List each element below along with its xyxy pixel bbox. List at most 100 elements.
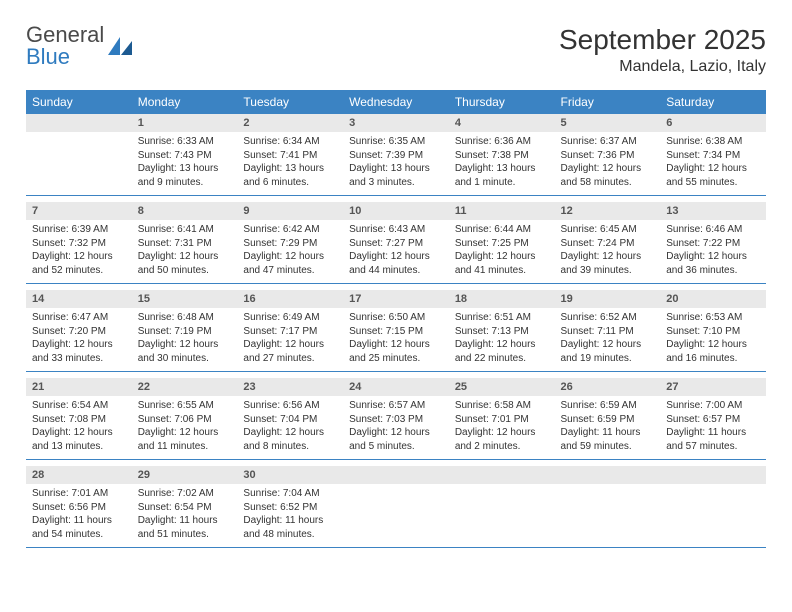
day-body: Sunrise: 6:44 AMSunset: 7:25 PMDaylight:… — [449, 220, 555, 283]
logo-text: General Blue — [26, 24, 104, 68]
day-number — [26, 114, 132, 132]
location: Mandela, Lazio, Italy — [559, 58, 766, 76]
day-number: 2 — [237, 114, 343, 132]
calendar-cell: 28Sunrise: 7:01 AMSunset: 6:56 PMDayligh… — [26, 466, 132, 548]
day-body: Sunrise: 6:36 AMSunset: 7:38 PMDaylight:… — [449, 132, 555, 195]
day-body: Sunrise: 6:50 AMSunset: 7:15 PMDaylight:… — [343, 308, 449, 371]
day-body — [343, 484, 449, 533]
calendar-row: 7Sunrise: 6:39 AMSunset: 7:32 PMDaylight… — [26, 202, 766, 284]
calendar-cell: 30Sunrise: 7:04 AMSunset: 6:52 PMDayligh… — [237, 466, 343, 548]
day-number: 5 — [555, 114, 661, 132]
day-number: 26 — [555, 378, 661, 396]
day-body: Sunrise: 6:47 AMSunset: 7:20 PMDaylight:… — [26, 308, 132, 371]
calendar-cell: 20Sunrise: 6:53 AMSunset: 7:10 PMDayligh… — [660, 290, 766, 372]
day-body: Sunrise: 6:43 AMSunset: 7:27 PMDaylight:… — [343, 220, 449, 283]
calendar-cell: 25Sunrise: 6:58 AMSunset: 7:01 PMDayligh… — [449, 378, 555, 460]
day-body: Sunrise: 6:54 AMSunset: 7:08 PMDaylight:… — [26, 396, 132, 459]
calendar-cell — [343, 466, 449, 548]
calendar-cell: 16Sunrise: 6:49 AMSunset: 7:17 PMDayligh… — [237, 290, 343, 372]
calendar-cell — [26, 114, 132, 196]
calendar-cell: 7Sunrise: 6:39 AMSunset: 7:32 PMDaylight… — [26, 202, 132, 284]
day-body: Sunrise: 6:48 AMSunset: 7:19 PMDaylight:… — [132, 308, 238, 371]
dow-header: Wednesday — [343, 90, 449, 114]
day-body — [449, 484, 555, 533]
day-body: Sunrise: 6:56 AMSunset: 7:04 PMDaylight:… — [237, 396, 343, 459]
day-number: 12 — [555, 202, 661, 220]
calendar-table: SundayMondayTuesdayWednesdayThursdayFrid… — [26, 90, 766, 548]
dow-header: Tuesday — [237, 90, 343, 114]
day-body: Sunrise: 7:04 AMSunset: 6:52 PMDaylight:… — [237, 484, 343, 547]
calendar-cell: 1Sunrise: 6:33 AMSunset: 7:43 PMDaylight… — [132, 114, 238, 196]
day-number — [555, 466, 661, 484]
calendar-cell: 4Sunrise: 6:36 AMSunset: 7:38 PMDaylight… — [449, 114, 555, 196]
day-body — [26, 132, 132, 181]
day-number: 18 — [449, 290, 555, 308]
day-number: 29 — [132, 466, 238, 484]
day-number: 1 — [132, 114, 238, 132]
day-body: Sunrise: 6:42 AMSunset: 7:29 PMDaylight:… — [237, 220, 343, 283]
calendar-cell — [660, 466, 766, 548]
day-number: 13 — [660, 202, 766, 220]
dow-header: Friday — [555, 90, 661, 114]
calendar-cell: 17Sunrise: 6:50 AMSunset: 7:15 PMDayligh… — [343, 290, 449, 372]
calendar-cell: 19Sunrise: 6:52 AMSunset: 7:11 PMDayligh… — [555, 290, 661, 372]
day-body — [555, 484, 661, 533]
day-body: Sunrise: 6:52 AMSunset: 7:11 PMDaylight:… — [555, 308, 661, 371]
day-body: Sunrise: 7:02 AMSunset: 6:54 PMDaylight:… — [132, 484, 238, 547]
day-number: 20 — [660, 290, 766, 308]
calendar-body: 1Sunrise: 6:33 AMSunset: 7:43 PMDaylight… — [26, 114, 766, 548]
day-body: Sunrise: 6:59 AMSunset: 6:59 PMDaylight:… — [555, 396, 661, 459]
title-block: September 2025 Mandela, Lazio, Italy — [559, 24, 766, 76]
day-body: Sunrise: 6:46 AMSunset: 7:22 PMDaylight:… — [660, 220, 766, 283]
day-number: 28 — [26, 466, 132, 484]
day-number: 3 — [343, 114, 449, 132]
calendar-cell: 27Sunrise: 7:00 AMSunset: 6:57 PMDayligh… — [660, 378, 766, 460]
header: General Blue September 2025 Mandela, Laz… — [26, 24, 766, 76]
day-body: Sunrise: 6:39 AMSunset: 7:32 PMDaylight:… — [26, 220, 132, 283]
day-body — [660, 484, 766, 533]
calendar-cell — [555, 466, 661, 548]
day-number: 4 — [449, 114, 555, 132]
calendar-cell: 6Sunrise: 6:38 AMSunset: 7:34 PMDaylight… — [660, 114, 766, 196]
day-body: Sunrise: 6:38 AMSunset: 7:34 PMDaylight:… — [660, 132, 766, 195]
logo: General Blue — [26, 24, 134, 68]
day-number: 24 — [343, 378, 449, 396]
dow-header: Saturday — [660, 90, 766, 114]
day-number: 14 — [26, 290, 132, 308]
day-number: 22 — [132, 378, 238, 396]
calendar-row: 1Sunrise: 6:33 AMSunset: 7:43 PMDaylight… — [26, 114, 766, 196]
calendar-cell: 29Sunrise: 7:02 AMSunset: 6:54 PMDayligh… — [132, 466, 238, 548]
day-body: Sunrise: 6:41 AMSunset: 7:31 PMDaylight:… — [132, 220, 238, 283]
day-body: Sunrise: 7:01 AMSunset: 6:56 PMDaylight:… — [26, 484, 132, 547]
calendar-cell: 23Sunrise: 6:56 AMSunset: 7:04 PMDayligh… — [237, 378, 343, 460]
calendar-cell: 3Sunrise: 6:35 AMSunset: 7:39 PMDaylight… — [343, 114, 449, 196]
day-number — [343, 466, 449, 484]
calendar-cell: 9Sunrise: 6:42 AMSunset: 7:29 PMDaylight… — [237, 202, 343, 284]
calendar-cell — [449, 466, 555, 548]
calendar-row: 28Sunrise: 7:01 AMSunset: 6:56 PMDayligh… — [26, 466, 766, 548]
day-number: 15 — [132, 290, 238, 308]
day-number: 27 — [660, 378, 766, 396]
day-number: 16 — [237, 290, 343, 308]
calendar-row: 14Sunrise: 6:47 AMSunset: 7:20 PMDayligh… — [26, 290, 766, 372]
dow-header: Thursday — [449, 90, 555, 114]
calendar-row: 21Sunrise: 6:54 AMSunset: 7:08 PMDayligh… — [26, 378, 766, 460]
day-body: Sunrise: 6:58 AMSunset: 7:01 PMDaylight:… — [449, 396, 555, 459]
day-body: Sunrise: 6:34 AMSunset: 7:41 PMDaylight:… — [237, 132, 343, 195]
day-number: 17 — [343, 290, 449, 308]
calendar-head: SundayMondayTuesdayWednesdayThursdayFrid… — [26, 90, 766, 114]
day-number: 19 — [555, 290, 661, 308]
day-number: 25 — [449, 378, 555, 396]
logo-word2: Blue — [26, 44, 70, 69]
day-number — [660, 466, 766, 484]
calendar-cell: 12Sunrise: 6:45 AMSunset: 7:24 PMDayligh… — [555, 202, 661, 284]
day-number: 6 — [660, 114, 766, 132]
calendar-cell: 22Sunrise: 6:55 AMSunset: 7:06 PMDayligh… — [132, 378, 238, 460]
day-number: 10 — [343, 202, 449, 220]
calendar-cell: 2Sunrise: 6:34 AMSunset: 7:41 PMDaylight… — [237, 114, 343, 196]
calendar-cell: 21Sunrise: 6:54 AMSunset: 7:08 PMDayligh… — [26, 378, 132, 460]
day-number — [449, 466, 555, 484]
day-body: Sunrise: 7:00 AMSunset: 6:57 PMDaylight:… — [660, 396, 766, 459]
day-body: Sunrise: 6:35 AMSunset: 7:39 PMDaylight:… — [343, 132, 449, 195]
day-body: Sunrise: 6:57 AMSunset: 7:03 PMDaylight:… — [343, 396, 449, 459]
